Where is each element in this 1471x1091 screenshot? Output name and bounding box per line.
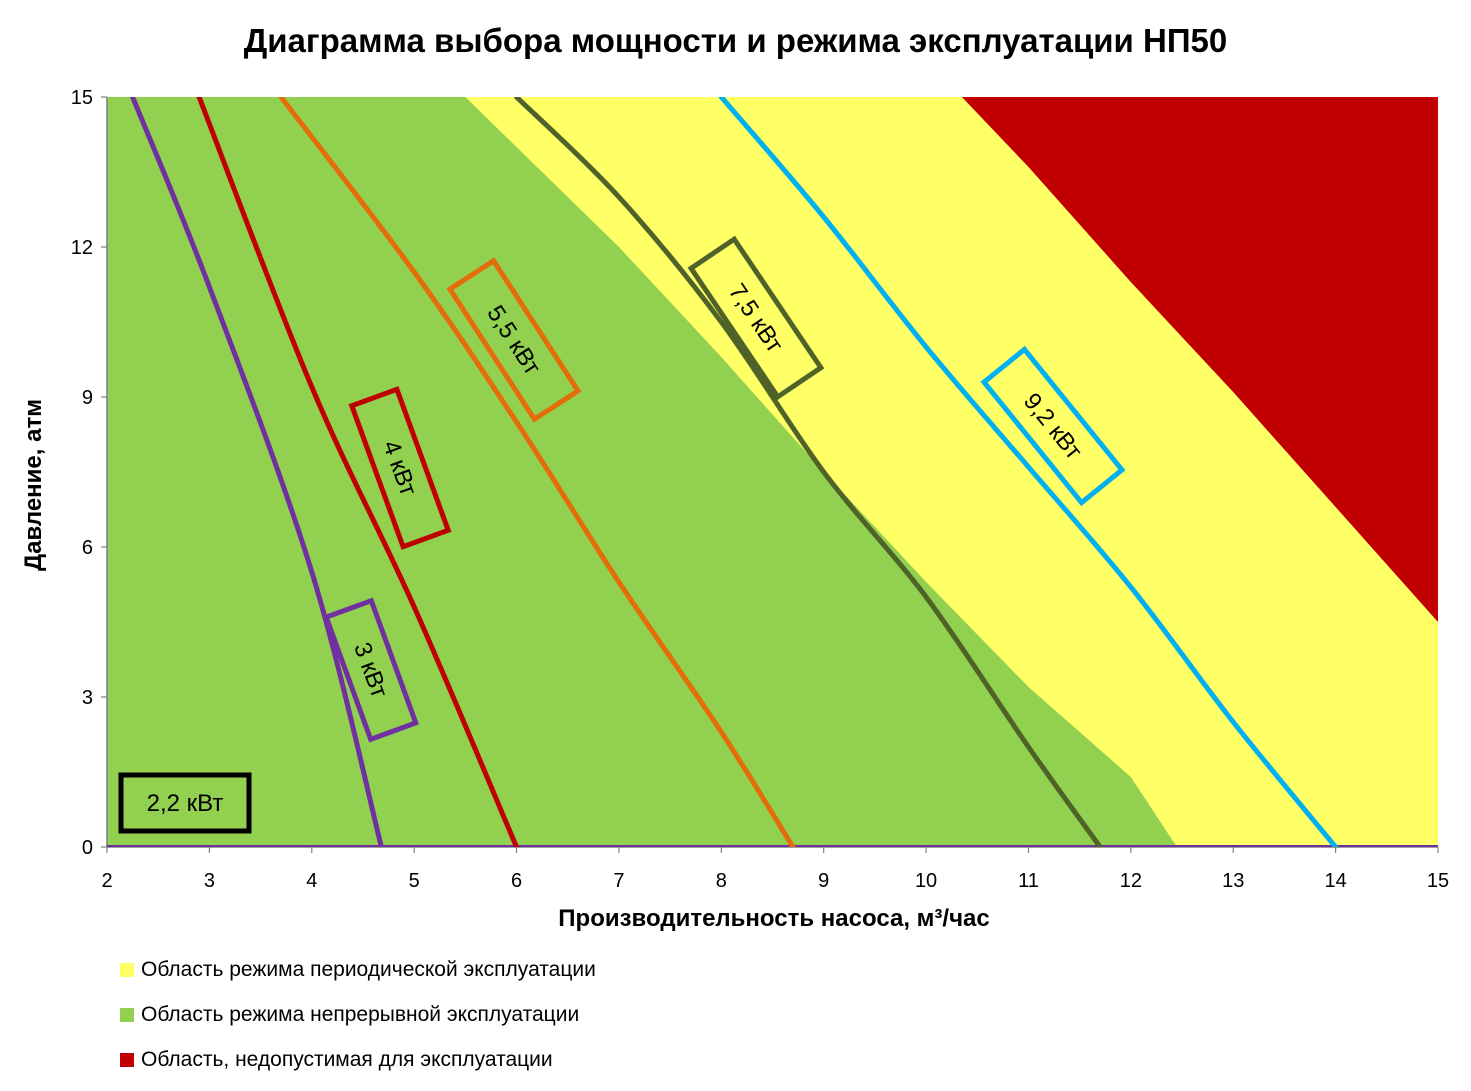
y-tick-label: 15 [71,87,93,109]
x-tick-label: 5 [409,870,420,892]
x-tick-label: 14 [1324,870,1346,892]
legend-item-prohibited: Область, недопустимая для эксплуатации [120,1046,596,1074]
series-label-box [323,597,419,743]
legend-label-prohibited: Область, недопустимая для эксплуатации [141,1048,553,1071]
y-tick-label: 9 [82,387,93,409]
x-tick-label: 6 [511,870,522,892]
legend-swatch-continuous [120,1008,134,1022]
x-tick-label: 4 [306,870,317,892]
x-tick-label: 11 [1018,870,1039,892]
x-axis-label: Производительность насоса, м³/час [558,905,990,932]
x-tick-label: 12 [1120,870,1142,892]
legend-label-periodic: Область режима периодической эксплуатаци… [141,958,596,981]
series-line-5-5kw [278,97,796,847]
series-label-box [348,386,452,550]
x-tick-label: 9 [818,870,829,892]
legend-swatch-prohibited [120,1053,134,1067]
legend: Область режима периодической эксплуатаци… [120,956,596,1091]
series-label-box [980,345,1126,507]
legend-item-periodic: Область режима периодической эксплуатаци… [120,956,596,984]
series-line-3kw [130,97,384,847]
series-label-2-2kw: 2,2 кВт [118,772,252,834]
y-tick-label: 3 [82,687,93,709]
region-prohibited [961,97,1438,622]
x-tick-label: 8 [716,870,727,892]
x-tick-label: 7 [613,870,624,892]
series-line-9-2kw [718,97,1339,847]
y-axis-label: Давление, атм [20,399,47,571]
legend-item-continuous: Область режима непрерывной эксплуатации [120,1001,596,1029]
y-tick-label: 0 [82,837,93,859]
series-label-text: 2,2 кВт [147,790,224,817]
x-tick-label: 15 [1427,870,1449,892]
series-label-box [446,257,582,423]
legend-label-continuous: Область режима непрерывной эксплуатации [141,1003,580,1026]
legend-swatch-periodic [120,963,134,977]
series-label-box [687,235,825,401]
region-continuous [107,97,1177,847]
series-line-4kw [196,97,519,847]
x-tick-label: 10 [915,870,937,892]
x-tick-label: 3 [204,870,215,892]
series-line-7-5kw [514,97,1103,847]
y-tick-label: 12 [71,237,93,259]
x-tick-label: 13 [1222,870,1244,892]
x-tick-label: 2 [101,870,112,892]
chart-title: Диаграмма выбора мощности и режима экспл… [243,22,1228,59]
series-label-box [118,772,252,834]
y-tick-label: 6 [82,537,93,559]
